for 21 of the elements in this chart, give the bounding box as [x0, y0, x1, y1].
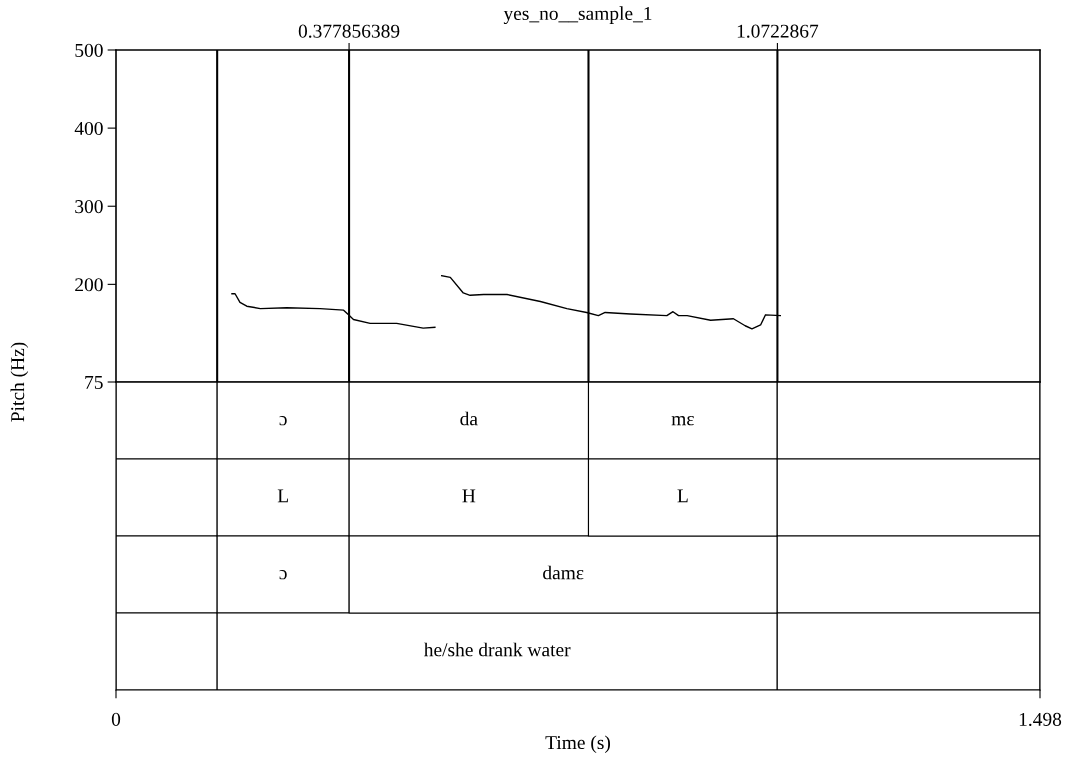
- data-label: L: [677, 489, 688, 503]
- y-tick-label: 200: [75, 278, 103, 292]
- x2-tick-label: 0.377856389: [298, 24, 400, 38]
- y-tick-label: 75: [85, 376, 103, 389]
- data-label: da: [460, 411, 478, 426]
- data-label: he/she drank water: [423, 642, 571, 657]
- data-label: ɔ: [279, 570, 287, 580]
- y-tick-label: 300: [75, 200, 103, 214]
- y-axis-title: Pitch (Hz): [10, 342, 29, 422]
- y-tick-label: 400: [74, 121, 103, 136]
- data-label: H: [462, 489, 476, 503]
- x-tick-label: 0: [111, 712, 121, 726]
- x2-tick-label: 1.0722867: [737, 24, 819, 38]
- data-label: mɛ: [671, 416, 694, 426]
- data-label: damɛ: [543, 565, 584, 580]
- y-tick-label: 500: [75, 43, 103, 57]
- x-axis-title: Time (s): [545, 735, 611, 754]
- data-label: L: [277, 489, 288, 503]
- chart-title: yes_no__sample_1: [503, 6, 652, 25]
- data-label: ɔ: [279, 416, 287, 426]
- x-tick-label: 1.498: [1019, 712, 1062, 726]
